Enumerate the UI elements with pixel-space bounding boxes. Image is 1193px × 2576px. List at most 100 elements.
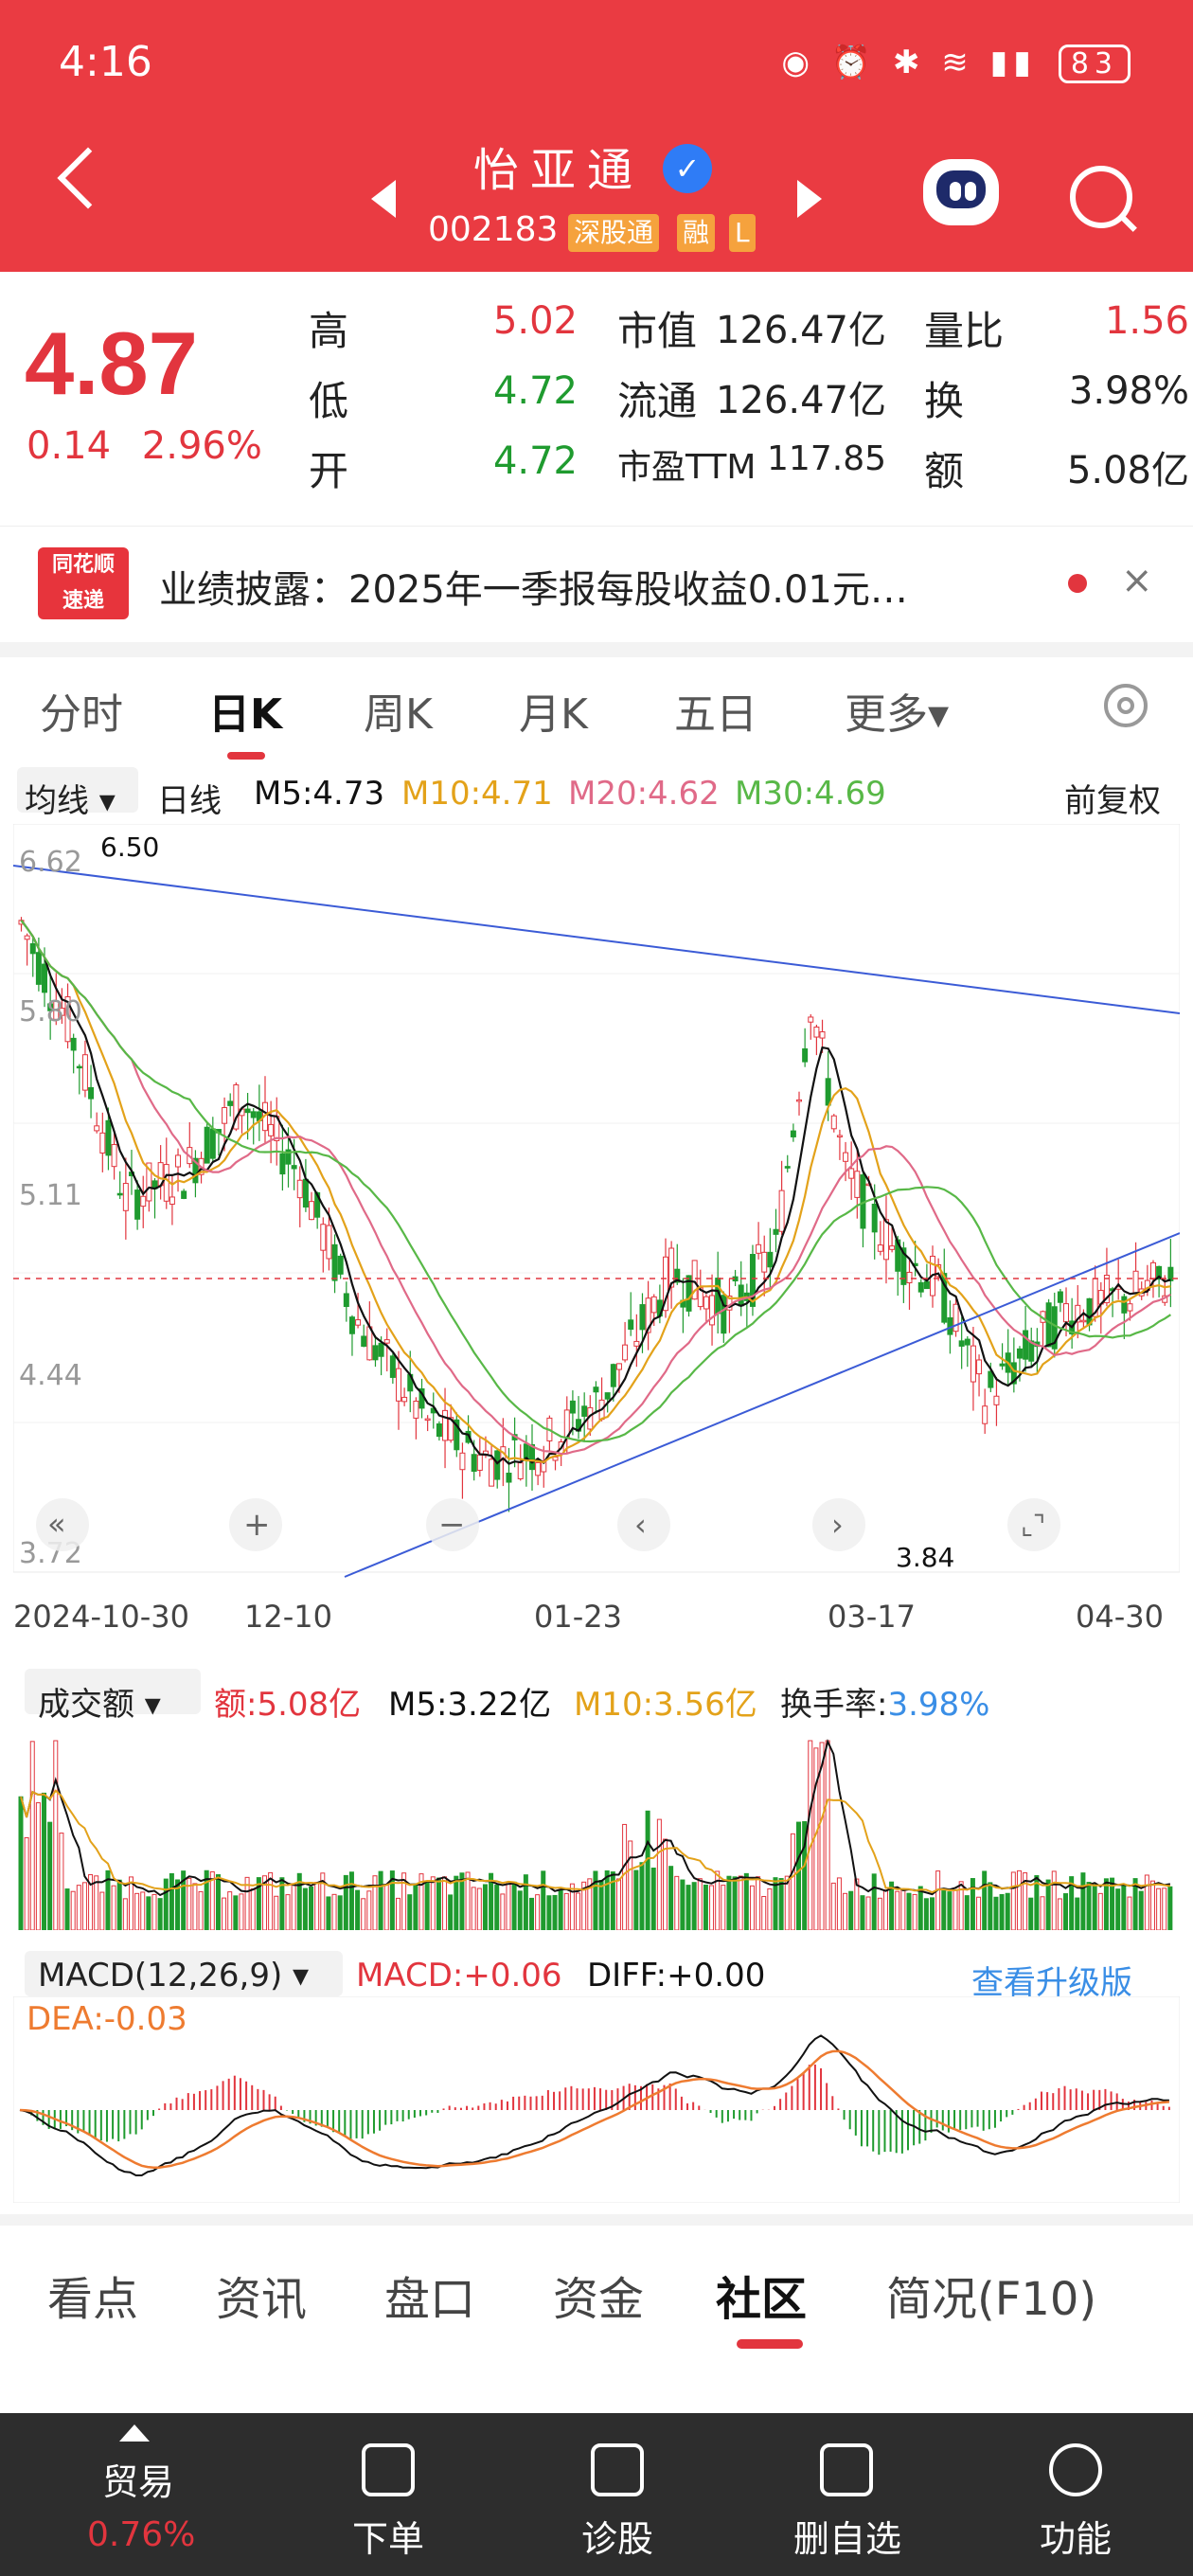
remove-watchlist-button[interactable]: 删自选 — [793, 2518, 902, 2560]
volume-bar — [541, 1870, 546, 1930]
candle-body — [35, 952, 42, 985]
candle-body — [1132, 1270, 1139, 1294]
volume-bar — [175, 1879, 181, 1930]
tab-more[interactable]: 更多▾ — [845, 690, 950, 739]
volume-bar — [506, 1881, 511, 1930]
candle-body — [76, 1065, 82, 1069]
macd-histogram — [25, 2064, 1170, 2156]
candle-body — [941, 1273, 948, 1323]
candle-body — [802, 1047, 809, 1063]
candle-body — [615, 1363, 622, 1370]
candle-body — [99, 1132, 106, 1154]
candle-body — [442, 1409, 449, 1441]
candle-body — [1045, 1302, 1052, 1348]
candle-body — [1121, 1296, 1128, 1314]
tab-news[interactable]: 资讯 — [216, 2273, 308, 2326]
tab-community[interactable]: 社区 — [716, 2273, 808, 2326]
adjust-select[interactable]: 前复权 — [1064, 782, 1161, 820]
tab-f10[interactable]: 简况(F10) — [886, 2273, 1097, 2326]
tab-intraday[interactable]: 分时 — [40, 690, 123, 739]
kline-chart[interactable]: 6.62 5.80 5.11 4.44 3.72 6.50 3.84 « + −… — [13, 824, 1180, 1582]
tab-highlights[interactable]: 看点 — [47, 2273, 139, 2326]
news-banner[interactable] — [0, 526, 1193, 640]
diagnose-button[interactable]: 诊股 — [581, 2518, 654, 2560]
expand-up-icon[interactable] — [119, 2424, 150, 2442]
prev-stock-arrow-icon[interactable] — [371, 180, 396, 218]
candle-body — [982, 1405, 988, 1424]
candle-body — [244, 1108, 251, 1114]
volume-bars — [18, 1740, 1173, 1930]
candle-body — [401, 1396, 408, 1403]
search-icon[interactable] — [1070, 166, 1132, 228]
candle-body — [686, 1275, 692, 1312]
candle-body — [250, 1111, 257, 1118]
close-icon[interactable]: × — [1121, 559, 1153, 602]
tab-weekly-k[interactable]: 周K — [364, 690, 433, 739]
remove-watchlist-icon[interactable] — [820, 2443, 873, 2496]
volume-bar — [1121, 1884, 1127, 1930]
volume-bar — [877, 1897, 882, 1930]
high-label: 高 — [309, 308, 349, 354]
tab-monthly-k[interactable]: 月K — [519, 690, 588, 739]
tab-five-day[interactable]: 五日 — [674, 690, 757, 739]
order-icon[interactable] — [362, 2443, 415, 2496]
volume-bar — [523, 1874, 528, 1930]
order-button[interactable]: 下单 — [352, 2518, 425, 2560]
candle-body — [279, 1153, 286, 1175]
macd-select-label: MACD(12,26,9) ▾ — [38, 1957, 310, 1995]
macd-select[interactable] — [25, 1951, 343, 1996]
open-value: 4.72 — [492, 439, 578, 483]
diagnose-icon[interactable] — [591, 2443, 644, 2496]
upgrade-link[interactable]: 查看升级版 — [971, 1964, 1132, 2002]
volume-bar — [337, 1895, 343, 1930]
volume-bar — [639, 1862, 645, 1930]
volume-bar — [331, 1893, 337, 1930]
volume-bar — [535, 1894, 541, 1930]
volume-bar — [749, 1885, 755, 1930]
divider — [0, 2214, 1193, 2226]
volume-bar — [59, 1833, 64, 1930]
volume-bar — [593, 1870, 598, 1930]
settings-icon[interactable] — [1104, 684, 1148, 727]
assistant-robot-icon[interactable] — [923, 159, 999, 225]
candle-body — [105, 1119, 112, 1156]
candle-body — [761, 1251, 768, 1273]
next-stock-arrow-icon[interactable] — [797, 180, 822, 218]
volume-bar — [889, 1881, 895, 1930]
zoom-in-glyph: + — [243, 1506, 271, 1544]
volume-bar — [134, 1892, 140, 1930]
news-text[interactable]: 业绩披露：2025年一季报每股收益0.01元… — [159, 568, 908, 612]
candle-body — [877, 1244, 883, 1252]
volume-bar — [81, 1882, 87, 1930]
tab-funds[interactable]: 资金 — [553, 2273, 645, 2326]
volume-chart[interactable] — [13, 1731, 1180, 1930]
macd-chart[interactable] — [13, 1996, 1180, 2203]
candle-body — [848, 1168, 855, 1179]
volume-bar — [476, 1887, 482, 1930]
volume-select[interactable] — [25, 1669, 201, 1714]
ma10-value: M10:4.71 — [401, 775, 553, 813]
volume-bar — [721, 1885, 726, 1930]
trade-button[interactable]: 贸易 — [102, 2461, 175, 2503]
dea-line — [19, 2049, 1170, 2170]
min-price-label: 3.84 — [896, 1542, 954, 1573]
volume-bar — [558, 1889, 563, 1930]
candle-body — [825, 1078, 831, 1106]
tab-orderbook[interactable]: 盘口 — [384, 2273, 476, 2326]
candle-body — [134, 1190, 141, 1220]
candle-body — [773, 1228, 779, 1235]
price-tick-2: 5.80 — [19, 995, 82, 1029]
candle-body — [42, 963, 48, 993]
candle-body — [1057, 1291, 1063, 1303]
functions-button[interactable]: 功能 — [1040, 2518, 1113, 2560]
settings-icon-inner — [1117, 697, 1134, 714]
volume-bar — [157, 1898, 163, 1930]
menu-icon[interactable] — [1049, 2443, 1102, 2496]
tab-daily-k[interactable]: 日K — [208, 690, 283, 739]
vol-ratio-label: 量比 — [924, 308, 1005, 354]
ma-select[interactable] — [17, 767, 138, 813]
volume-bar — [1167, 1886, 1173, 1930]
change-percent: 2.96% — [141, 424, 262, 468]
volume-m5: M5:3.22亿 — [388, 1686, 552, 1724]
volume-bar — [465, 1871, 471, 1930]
